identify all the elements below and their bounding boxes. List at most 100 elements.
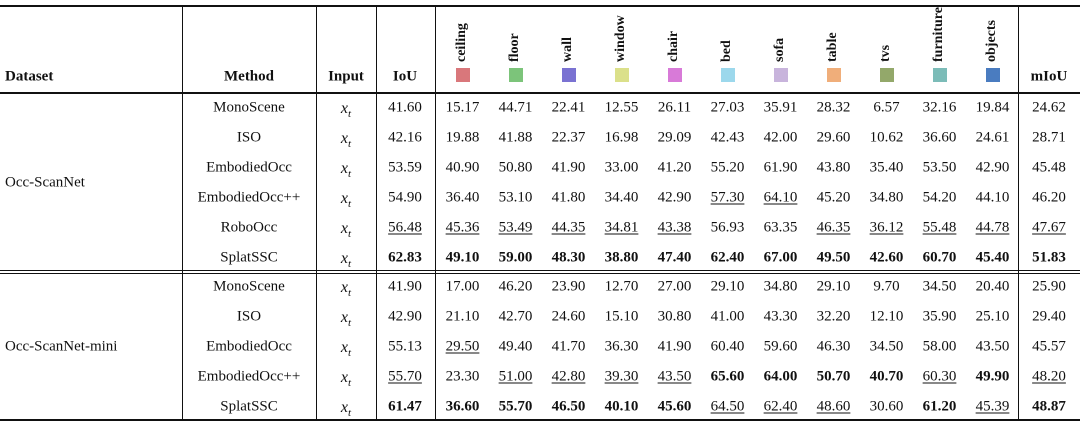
value-cell: 44.71 <box>498 99 533 116</box>
input-subscript: t <box>348 138 352 151</box>
value-cell: 16.98 <box>604 129 639 146</box>
input-base: x <box>340 278 349 296</box>
value-cell: 22.41 <box>551 99 586 116</box>
class-swatch <box>614 68 629 82</box>
vertical-rule <box>1018 5 1019 420</box>
value-cell: 17.00 <box>445 278 480 295</box>
value-cell: 53.59 <box>388 159 422 176</box>
input-subscript: t <box>348 258 352 271</box>
value-cell: 24.61 <box>975 129 1010 146</box>
input-base: x <box>340 129 349 147</box>
value-cell: 45.57 <box>1032 338 1066 355</box>
vertical-rule <box>316 5 317 420</box>
input-subscript: t <box>348 317 352 330</box>
value-cell: 23.30 <box>445 368 480 385</box>
value-cell: 42.00 <box>763 129 798 146</box>
class-name: ceiling <box>453 23 469 62</box>
value-cell: 42.90 <box>975 159 1010 176</box>
value-cell: 41.90 <box>657 338 692 355</box>
class-name: bed <box>718 40 734 62</box>
method-name: ISO <box>236 308 262 325</box>
value-cell: 21.10 <box>445 308 480 325</box>
value-cell: 45.40 <box>975 249 1010 266</box>
method-name: EmbodiedOcc++ <box>197 368 301 385</box>
input-subscript: t <box>348 347 352 360</box>
value-cell: 56.93 <box>710 219 745 236</box>
input-subscript: t <box>348 108 352 121</box>
value-cell: 39.30 <box>604 368 639 385</box>
input-subscript: t <box>348 377 352 390</box>
input-subscript: t <box>348 198 352 211</box>
value-cell: 48.87 <box>1032 398 1066 415</box>
input-symbol: xt <box>341 100 351 120</box>
class-name: chair <box>665 30 681 62</box>
value-cell: 48.60 <box>816 398 851 415</box>
value-cell: 45.36 <box>445 219 480 236</box>
value-cell: 61.47 <box>388 398 422 415</box>
input-symbol: xt <box>341 339 351 359</box>
value-cell: 6.57 <box>873 99 900 116</box>
value-cell: 42.90 <box>388 308 422 325</box>
class-swatch <box>455 68 470 82</box>
method-name: SplatSSC <box>220 249 278 266</box>
header-miou: mIoU <box>1030 68 1068 85</box>
value-cell: 46.20 <box>498 278 533 295</box>
value-cell: 58.00 <box>922 338 957 355</box>
class-name: furniture <box>930 7 946 62</box>
value-cell: 34.40 <box>604 189 639 206</box>
value-cell: 41.60 <box>388 99 422 116</box>
value-cell: 10.62 <box>869 129 904 146</box>
value-cell: 29.50 <box>445 338 480 355</box>
value-cell: 36.60 <box>922 129 957 146</box>
value-cell: 45.20 <box>816 189 851 206</box>
value-cell: 20.40 <box>975 278 1010 295</box>
value-cell: 15.17 <box>445 99 480 116</box>
value-cell: 34.80 <box>763 278 798 295</box>
value-cell: 43.50 <box>975 338 1010 355</box>
value-cell: 41.00 <box>710 308 745 325</box>
value-cell: 29.60 <box>816 129 851 146</box>
value-cell: 47.67 <box>1032 219 1066 236</box>
value-cell: 55.20 <box>710 159 745 176</box>
value-cell: 27.00 <box>657 278 692 295</box>
input-base: x <box>340 159 349 177</box>
value-cell: 43.80 <box>816 159 851 176</box>
class-name: objects <box>983 20 999 62</box>
value-cell: 38.80 <box>604 249 639 266</box>
class-swatch <box>932 68 947 82</box>
value-cell: 15.10 <box>604 308 639 325</box>
value-cell: 59.00 <box>498 249 533 266</box>
value-cell: 50.70 <box>816 368 851 385</box>
method-name: EmbodiedOcc <box>206 338 292 355</box>
input-base: x <box>340 99 349 117</box>
value-cell: 40.10 <box>604 398 639 415</box>
input-base: x <box>340 338 349 356</box>
value-cell: 35.90 <box>922 308 957 325</box>
input-base: x <box>340 249 349 267</box>
class-swatch <box>720 68 735 82</box>
value-cell: 45.39 <box>975 398 1010 415</box>
input-subscript: t <box>348 228 352 241</box>
method-name: MonoScene <box>213 99 285 116</box>
value-cell: 25.90 <box>1032 278 1066 295</box>
value-cell: 57.30 <box>710 189 745 206</box>
class-name: floor <box>506 33 522 62</box>
value-cell: 41.90 <box>388 278 422 295</box>
value-cell: 54.90 <box>388 189 422 206</box>
value-cell: 62.83 <box>388 249 422 266</box>
value-cell: 35.91 <box>763 99 798 116</box>
value-cell: 42.90 <box>657 189 692 206</box>
value-cell: 36.12 <box>869 219 904 236</box>
value-cell: 64.50 <box>710 398 745 415</box>
value-cell: 50.80 <box>498 159 533 176</box>
value-cell: 44.78 <box>975 219 1010 236</box>
value-cell: 34.81 <box>604 219 639 236</box>
value-cell: 26.11 <box>657 99 692 116</box>
value-cell: 41.80 <box>551 189 586 206</box>
method-name: RoboOcc <box>220 219 278 236</box>
value-cell: 12.10 <box>869 308 904 325</box>
value-cell: 34.80 <box>869 189 904 206</box>
input-symbol: xt <box>341 309 351 329</box>
value-cell: 47.40 <box>657 249 692 266</box>
value-cell: 32.16 <box>922 99 957 116</box>
